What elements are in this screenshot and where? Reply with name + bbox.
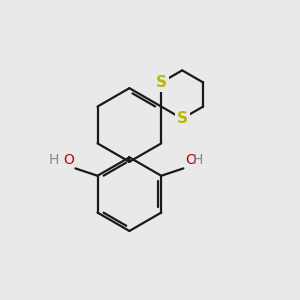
Text: S: S [156, 75, 167, 90]
Text: H: H [49, 153, 59, 167]
Text: H: H [193, 153, 203, 167]
Text: S: S [177, 111, 188, 126]
Text: O: O [185, 153, 196, 167]
Text: O: O [63, 153, 74, 167]
